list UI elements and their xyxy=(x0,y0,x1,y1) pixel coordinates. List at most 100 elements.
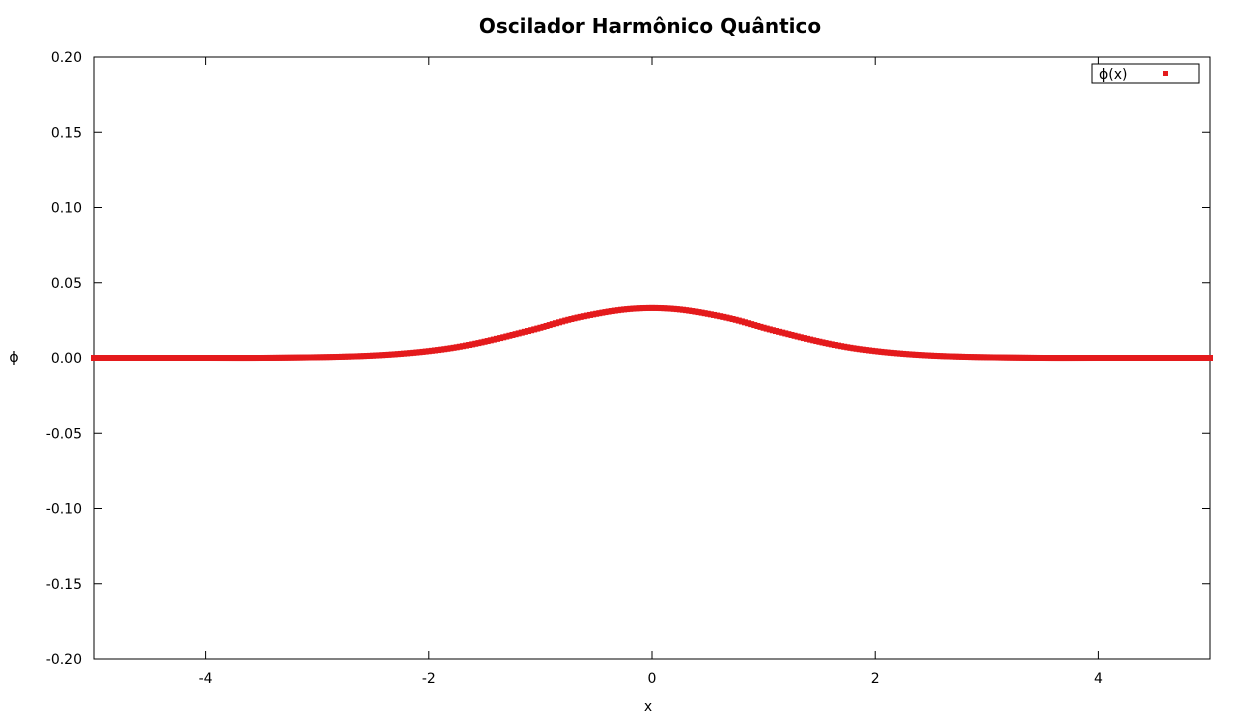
x-tick-label: 2 xyxy=(871,671,880,687)
data-point xyxy=(503,333,510,340)
data-point xyxy=(760,324,767,331)
data-point xyxy=(366,352,373,359)
x-axis-ticks: -4 -2 0 2 4 xyxy=(199,57,1103,687)
data-point xyxy=(751,322,758,329)
data-point xyxy=(497,335,504,342)
data-point xyxy=(813,338,820,345)
data-point xyxy=(788,331,795,338)
data-point xyxy=(475,340,482,347)
data-point xyxy=(537,324,544,331)
data-point xyxy=(797,334,804,341)
data-point xyxy=(959,353,965,360)
y-tick-label: 0.05 xyxy=(51,276,82,292)
data-point xyxy=(624,306,631,313)
data-point xyxy=(689,308,696,315)
data-point xyxy=(642,304,649,311)
data-point xyxy=(515,330,522,337)
data-point xyxy=(481,338,488,345)
data-point xyxy=(924,352,931,359)
data-point xyxy=(794,333,801,340)
data-point xyxy=(776,328,783,335)
data-point xyxy=(745,320,752,327)
data-point xyxy=(949,353,956,360)
data-point xyxy=(587,311,593,318)
data-point xyxy=(441,346,448,353)
data-point xyxy=(810,337,817,344)
data-point xyxy=(599,309,606,316)
data-point xyxy=(890,350,897,357)
data-point xyxy=(512,331,519,338)
data-point xyxy=(720,313,727,320)
data-point xyxy=(525,328,531,335)
data-point xyxy=(645,304,652,311)
data-point xyxy=(611,307,618,314)
data-point xyxy=(934,353,941,360)
data-point xyxy=(738,318,745,325)
data-point xyxy=(676,306,683,313)
data-point xyxy=(605,308,612,315)
data-point xyxy=(463,342,469,349)
data-point xyxy=(323,354,330,361)
data-point xyxy=(574,314,581,321)
data-point xyxy=(388,351,395,358)
data-point xyxy=(766,326,773,333)
data-point xyxy=(692,308,699,315)
data-point xyxy=(897,350,903,357)
data-point xyxy=(447,345,454,352)
data-point xyxy=(518,329,525,336)
data-point xyxy=(370,352,376,359)
data-point xyxy=(521,328,528,335)
data-point xyxy=(841,343,848,350)
data-point xyxy=(937,353,944,360)
data-point xyxy=(401,350,407,357)
data-point xyxy=(608,308,615,315)
data-point xyxy=(335,353,342,360)
data-point xyxy=(965,354,972,361)
data-point xyxy=(326,354,333,361)
data-point xyxy=(773,328,779,335)
data-point xyxy=(800,335,807,342)
y-tick-label: 0.15 xyxy=(51,125,82,141)
data-point xyxy=(887,349,894,356)
data-point xyxy=(844,344,851,351)
data-point xyxy=(850,345,857,352)
data-point xyxy=(596,310,603,317)
x-tick-label: -4 xyxy=(199,671,213,687)
data-point xyxy=(627,305,634,312)
data-point xyxy=(534,325,541,332)
x-tick-label: 0 xyxy=(648,671,657,687)
y-tick-label: -0.10 xyxy=(46,502,82,518)
data-point xyxy=(577,313,584,320)
data-point xyxy=(816,338,823,345)
data-point xyxy=(729,316,736,323)
data-point xyxy=(757,323,764,330)
data-point xyxy=(748,321,755,328)
data-point xyxy=(425,348,432,355)
data-point xyxy=(769,327,776,334)
data-point xyxy=(661,305,668,312)
data-point xyxy=(822,340,829,347)
data-point xyxy=(360,353,367,360)
y-tick-label: -0.05 xyxy=(46,426,82,442)
data-point xyxy=(872,348,879,355)
data-point xyxy=(419,348,426,355)
data-point xyxy=(921,352,928,359)
data-point xyxy=(397,350,404,357)
data-point xyxy=(971,354,978,361)
data-point xyxy=(782,330,789,337)
data-point xyxy=(977,354,984,361)
data-point xyxy=(379,352,386,359)
data-point xyxy=(670,305,677,312)
data-point xyxy=(339,353,345,360)
data-point xyxy=(351,353,358,360)
data-point xyxy=(779,329,786,336)
data-point xyxy=(376,352,383,359)
data-point xyxy=(568,316,575,323)
data-point xyxy=(528,327,535,334)
y-axis-label: ϕ xyxy=(9,350,18,366)
data-point xyxy=(900,350,907,357)
data-point xyxy=(838,343,845,350)
data-point xyxy=(413,349,420,356)
data-point xyxy=(673,306,680,313)
y-axis-ticks: 0.20 0.15 0.10 0.05 0.00 -0.05 -0.10 -0.15 -0.20 xyxy=(46,50,1210,668)
